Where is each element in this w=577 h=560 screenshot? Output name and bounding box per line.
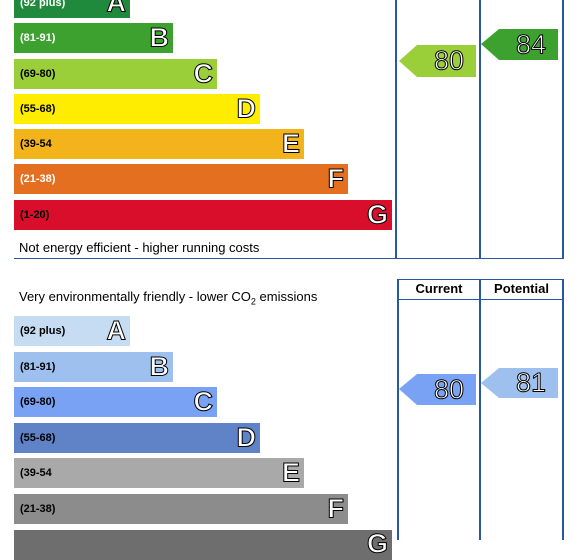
energy-band-b: (81-91) B xyxy=(14,23,173,53)
band-letter: E xyxy=(281,128,300,159)
band-range: (21-38) xyxy=(20,173,56,185)
band-letter: A xyxy=(106,315,126,346)
energy-frame-right xyxy=(562,0,564,259)
energy-band-f: (21-38) F xyxy=(14,164,348,194)
band-range: (92 plus) xyxy=(20,0,66,9)
energy-band-d: (55-68) D xyxy=(14,94,260,124)
potential-value: 84 xyxy=(515,29,546,59)
band-letter: C xyxy=(193,58,213,89)
energy-divider-potential xyxy=(479,0,481,259)
env-band-c: (69-80) C xyxy=(14,387,217,417)
band-letter: F xyxy=(327,163,344,194)
energy-footer-caption: Not energy efficient - higher running co… xyxy=(19,240,260,255)
energy-potential-rating: 84 xyxy=(481,29,558,60)
band-letter: D xyxy=(236,422,256,453)
band-range: (39-54 xyxy=(20,467,52,479)
env-band-f: (21-38) F xyxy=(14,494,348,524)
energy-band-e: (39-54 E xyxy=(14,129,304,159)
env-divider-potential xyxy=(479,279,481,540)
energy-frame-bottom xyxy=(14,258,564,259)
band-letter: G xyxy=(366,528,388,559)
env-band-b: (81-91) B xyxy=(14,352,173,382)
energy-band-g: (1-20) G xyxy=(14,200,392,230)
band-range: (21-38) xyxy=(20,503,56,515)
column-header-current: Current xyxy=(415,281,463,296)
env-band-d: (55-68) D xyxy=(14,423,260,453)
energy-current-rating: 80 xyxy=(399,45,476,77)
caption-subscript: 2 xyxy=(250,296,256,307)
band-range: (39-54 xyxy=(20,138,52,150)
arrow-shape xyxy=(399,45,476,77)
band-letter: B xyxy=(149,22,169,53)
column-header-potential: Potential xyxy=(494,281,549,296)
current-value: 80 xyxy=(433,45,464,76)
energy-band-a: (92 plus) A xyxy=(14,0,130,18)
env-header-caption: Very environmentally friendly - lower CO… xyxy=(19,289,317,307)
band-range: (69-80) xyxy=(20,396,56,408)
env-band-g: G xyxy=(14,530,392,560)
env-band-a: (92 plus) A xyxy=(14,316,130,346)
band-letter: A xyxy=(106,0,126,18)
caption-suffix: emissions xyxy=(255,289,318,304)
arrow-shape xyxy=(481,368,558,398)
env-current-rating: 80 xyxy=(399,374,476,405)
band-range: (1-20) xyxy=(20,209,50,221)
band-range: (55-68) xyxy=(20,432,56,444)
env-potential-rating: 81 xyxy=(481,368,558,398)
env-divider-current xyxy=(397,279,399,540)
potential-value: 81 xyxy=(515,367,546,398)
caption-text: Very environmentally friendly - lower CO xyxy=(19,289,251,304)
energy-band-c: (69-80) C xyxy=(14,59,217,89)
arrow-shape xyxy=(399,374,476,405)
band-range: (81-91) xyxy=(20,361,56,373)
env-frame-right xyxy=(562,279,564,540)
band-letter: C xyxy=(193,386,213,417)
energy-divider-current xyxy=(395,0,397,259)
band-letter: E xyxy=(281,457,300,488)
band-letter: F xyxy=(327,493,344,524)
band-range: (69-80) xyxy=(20,68,56,80)
band-letter: G xyxy=(366,199,388,230)
band-range: (92 plus) xyxy=(20,325,66,337)
band-range: (55-68) xyxy=(20,103,56,115)
band-letter: B xyxy=(149,351,169,382)
arrow-shape xyxy=(481,29,558,60)
env-band-e: (39-54 E xyxy=(14,458,304,488)
band-range: (81-91) xyxy=(20,32,56,44)
band-letter: D xyxy=(236,93,256,124)
current-value: 80 xyxy=(433,374,464,404)
